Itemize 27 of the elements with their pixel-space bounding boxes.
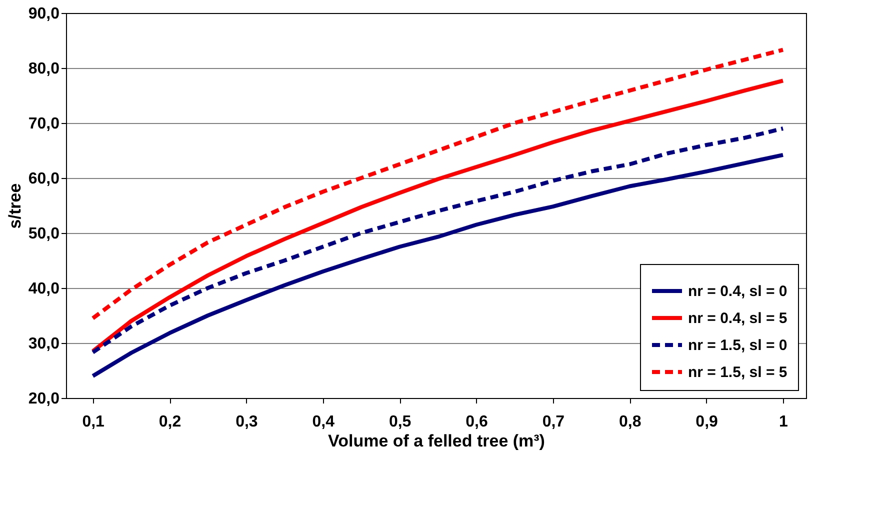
- y-tick-label: 20,0: [28, 390, 60, 408]
- y-axis-title: s/tree: [5, 183, 24, 229]
- y-tick-label: 60,0: [28, 170, 60, 188]
- x-tick-label: 0,6: [466, 414, 488, 430]
- line-series: [90, 126, 785, 354]
- x-tick-label: 1: [779, 414, 788, 430]
- x-tick-label: 0,3: [236, 414, 258, 430]
- y-tick-label: 70,0: [28, 116, 60, 132]
- x-tick-label: 0,8: [619, 414, 642, 430]
- y-tick-label: 30,0: [28, 336, 60, 352]
- y-tick-label: 90,0: [28, 6, 60, 22]
- x-tick-label: 0,2: [158, 414, 182, 430]
- line-series: [90, 78, 785, 354]
- x-axis-title: Volume of a felled tree (m³): [328, 432, 545, 450]
- line-series: [90, 152, 785, 378]
- y-tick-label: 80,0: [28, 60, 60, 78]
- y-tick-label: 40,0: [28, 280, 60, 298]
- legend-label: nr = 0.4, sl = 5: [688, 310, 788, 327]
- x-tick-label: 0,5: [388, 414, 412, 430]
- legend-label: nr = 1.5, sl = 0: [688, 337, 788, 354]
- x-tick-label: 0,1: [82, 414, 105, 430]
- x-tick-label: 0,4: [312, 414, 335, 430]
- x-tick-label: 0,7: [542, 414, 565, 430]
- x-tick-label: 0,9: [696, 414, 718, 430]
- y-tick-label: 50,0: [28, 226, 60, 242]
- legend-label: nr = 1.5, sl = 5: [688, 364, 788, 381]
- legend-label: nr = 0.4, sl = 0: [688, 283, 788, 300]
